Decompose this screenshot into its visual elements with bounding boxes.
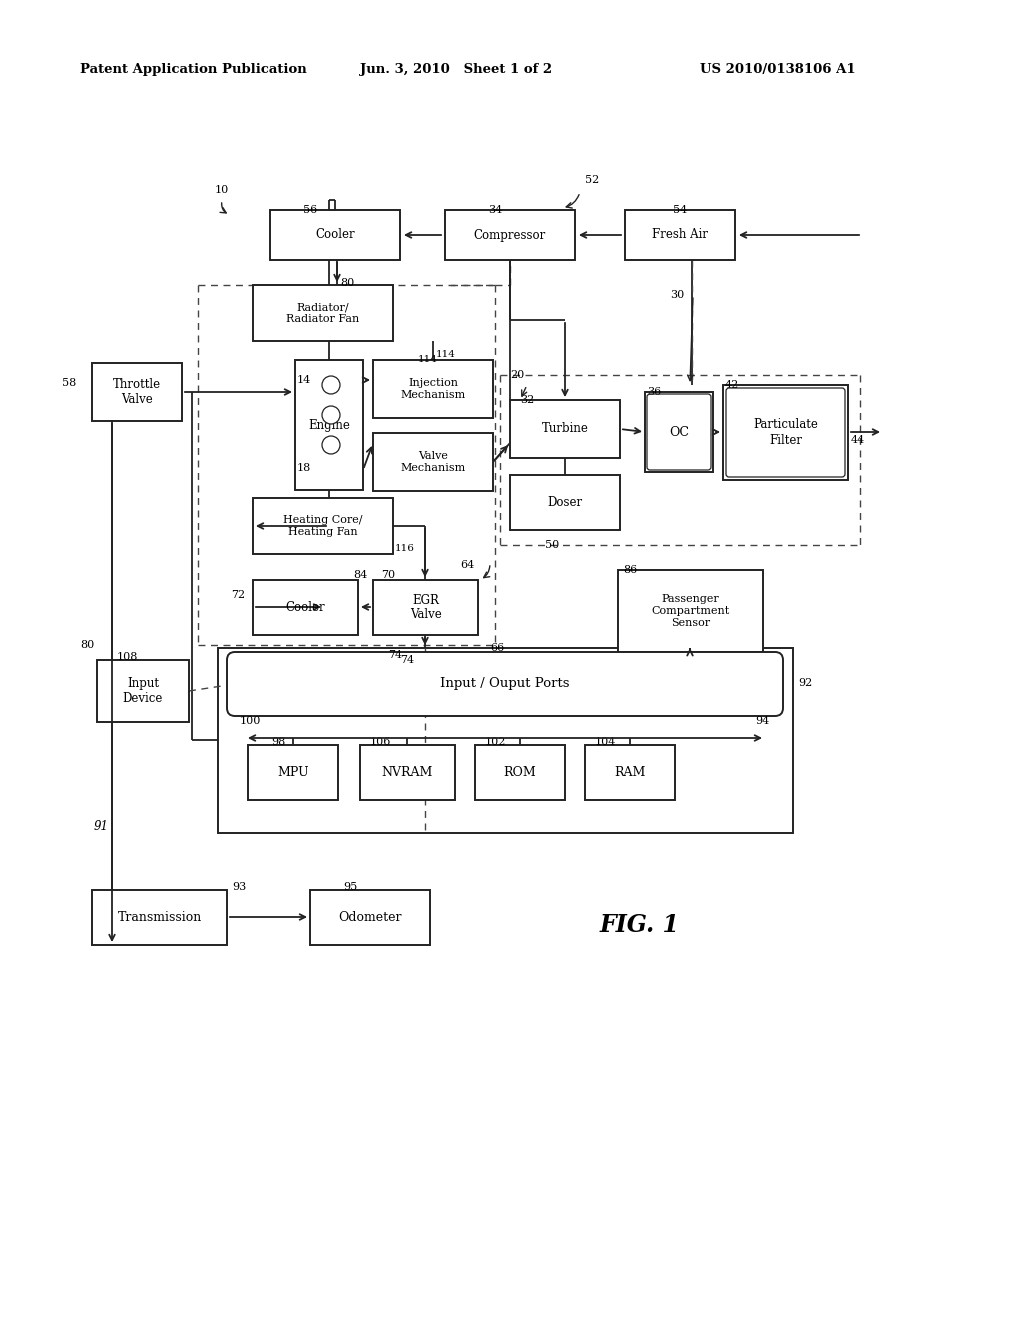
Bar — [97, 660, 189, 722]
Bar — [373, 433, 493, 491]
Text: Particulate
Filter: Particulate Filter — [753, 418, 818, 446]
Text: MPU: MPU — [278, 766, 309, 779]
Text: Engine: Engine — [308, 418, 350, 432]
Text: Compressor: Compressor — [474, 228, 546, 242]
Text: 14: 14 — [297, 375, 311, 385]
Text: 106: 106 — [370, 737, 391, 747]
Circle shape — [322, 376, 340, 393]
Text: Cooler: Cooler — [286, 601, 326, 614]
Text: 20: 20 — [510, 370, 524, 380]
Text: 116: 116 — [395, 544, 415, 553]
Text: 72: 72 — [231, 590, 245, 601]
Text: FIG. 1: FIG. 1 — [600, 913, 680, 937]
Text: 50: 50 — [545, 540, 559, 550]
Text: Odometer: Odometer — [338, 911, 401, 924]
Text: Transmission: Transmission — [118, 911, 202, 924]
Bar — [475, 744, 565, 800]
Text: 80: 80 — [80, 640, 94, 649]
Bar — [625, 210, 735, 260]
Bar — [92, 363, 182, 421]
Bar — [270, 210, 400, 260]
Text: Jun. 3, 2010   Sheet 1 of 2: Jun. 3, 2010 Sheet 1 of 2 — [360, 63, 552, 77]
Text: 86: 86 — [623, 565, 637, 576]
Text: 84: 84 — [353, 570, 368, 579]
Text: 98: 98 — [271, 737, 285, 747]
Bar — [373, 579, 478, 635]
Circle shape — [322, 436, 340, 454]
Text: 93: 93 — [232, 882, 246, 892]
Text: 30: 30 — [670, 290, 684, 300]
Text: 64: 64 — [460, 560, 474, 570]
Text: 10: 10 — [215, 185, 229, 195]
Text: 94: 94 — [755, 715, 769, 726]
Text: 44: 44 — [851, 436, 865, 445]
Text: 36: 36 — [647, 387, 662, 397]
Bar — [253, 498, 393, 554]
Bar — [360, 744, 455, 800]
Text: Passenger
Compartment
Sensor: Passenger Compartment Sensor — [651, 594, 730, 627]
Text: 56: 56 — [303, 205, 317, 215]
Bar — [585, 744, 675, 800]
Text: 34: 34 — [487, 205, 502, 215]
Bar — [253, 285, 393, 341]
Bar — [310, 890, 430, 945]
Bar — [510, 475, 620, 531]
Text: 80: 80 — [340, 279, 354, 288]
Text: 104: 104 — [595, 737, 616, 747]
Text: 114: 114 — [418, 355, 438, 364]
Text: Heating Core/
Heating Fan: Heating Core/ Heating Fan — [284, 515, 362, 537]
Bar — [295, 360, 362, 490]
Text: NVRAM: NVRAM — [382, 766, 433, 779]
Text: 74: 74 — [388, 649, 402, 660]
Bar — [510, 400, 620, 458]
Bar — [645, 392, 713, 473]
Bar — [248, 744, 338, 800]
Text: 52: 52 — [585, 176, 599, 185]
Bar — [92, 890, 227, 945]
Text: Throttle
Valve: Throttle Valve — [113, 378, 161, 407]
Text: Valve
Mechanism: Valve Mechanism — [400, 451, 466, 473]
Text: 18: 18 — [297, 463, 311, 473]
Text: Doser: Doser — [548, 496, 583, 510]
Bar — [723, 385, 848, 480]
Text: 42: 42 — [725, 380, 739, 389]
Text: 100: 100 — [240, 715, 261, 726]
Bar — [445, 210, 575, 260]
FancyBboxPatch shape — [227, 652, 783, 715]
Text: Patent Application Publication: Patent Application Publication — [80, 63, 307, 77]
Text: Injection
Mechanism: Injection Mechanism — [400, 379, 466, 400]
Text: Input / Ouput Ports: Input / Ouput Ports — [440, 677, 569, 690]
Text: OC: OC — [669, 425, 689, 438]
Text: 102: 102 — [485, 737, 507, 747]
Text: 58: 58 — [62, 378, 76, 388]
Text: Turbine: Turbine — [542, 422, 589, 436]
Text: EGR
Valve: EGR Valve — [410, 594, 441, 622]
Text: ROM: ROM — [504, 766, 537, 779]
Bar — [218, 648, 793, 833]
Text: Input
Device: Input Device — [123, 677, 163, 705]
Text: Fresh Air: Fresh Air — [652, 228, 708, 242]
Text: 66: 66 — [490, 643, 504, 653]
Text: 32: 32 — [520, 395, 535, 405]
Text: 92: 92 — [798, 678, 812, 688]
Text: 95: 95 — [343, 882, 357, 892]
Text: US 2010/0138106 A1: US 2010/0138106 A1 — [700, 63, 856, 77]
Text: 70: 70 — [381, 570, 395, 579]
Text: 91: 91 — [94, 820, 109, 833]
Text: 114: 114 — [436, 350, 456, 359]
Text: 54: 54 — [673, 205, 687, 215]
Text: Cooler: Cooler — [315, 228, 354, 242]
Text: 108: 108 — [117, 652, 138, 663]
Text: RAM: RAM — [614, 766, 646, 779]
Text: Radiator/
Radiator Fan: Radiator/ Radiator Fan — [287, 302, 359, 323]
Bar — [253, 579, 358, 635]
Text: 74: 74 — [400, 655, 414, 665]
Bar — [618, 570, 763, 652]
Circle shape — [322, 407, 340, 424]
Bar — [373, 360, 493, 418]
